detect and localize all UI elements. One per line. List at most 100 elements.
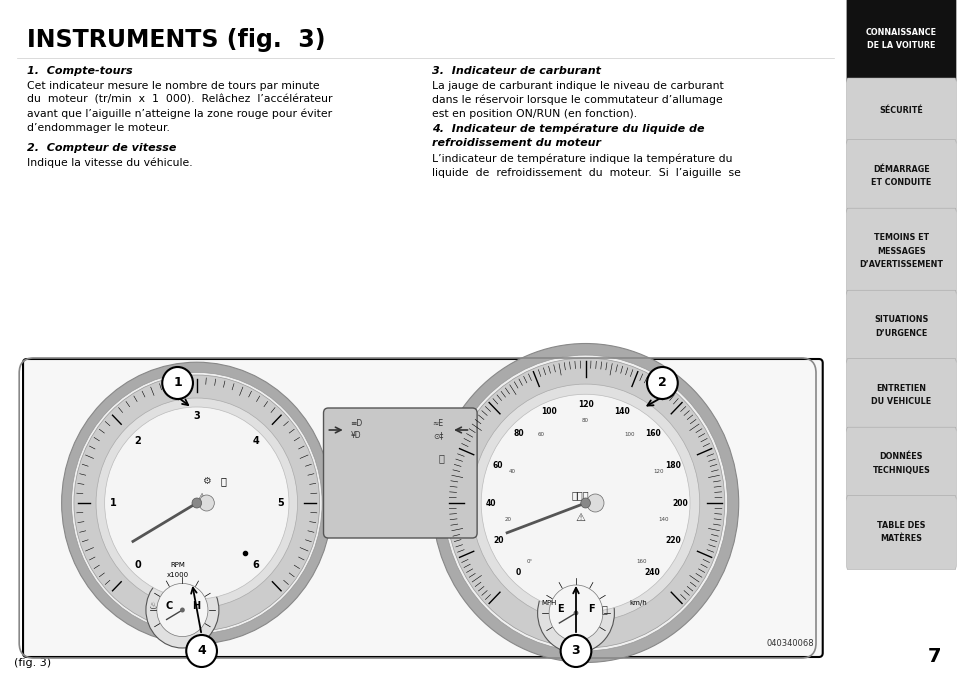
Text: TECHNIQUES: TECHNIQUES bbox=[873, 466, 930, 475]
Text: 120: 120 bbox=[654, 469, 664, 474]
Text: 100: 100 bbox=[541, 407, 557, 416]
Text: TEMOINS ET: TEMOINS ET bbox=[874, 233, 929, 242]
Circle shape bbox=[574, 610, 578, 616]
FancyBboxPatch shape bbox=[324, 408, 477, 538]
Text: 6: 6 bbox=[252, 559, 259, 570]
Text: MATÈRES: MATÈRES bbox=[880, 534, 923, 543]
FancyBboxPatch shape bbox=[847, 290, 956, 364]
Circle shape bbox=[587, 494, 604, 512]
Text: 2.  Compteur de vitesse: 2. Compteur de vitesse bbox=[27, 143, 177, 153]
Text: DÉMARRAGE: DÉMARRAGE bbox=[874, 165, 929, 174]
Text: 140: 140 bbox=[659, 517, 669, 521]
Text: TABLE DES: TABLE DES bbox=[877, 521, 925, 530]
Text: ⊙‡: ⊙‡ bbox=[433, 431, 444, 441]
Text: 160: 160 bbox=[645, 428, 660, 438]
Circle shape bbox=[105, 407, 289, 599]
Text: C: C bbox=[165, 601, 173, 611]
Text: DU VEHICULE: DU VEHICULE bbox=[872, 397, 931, 406]
Text: 040340068: 040340068 bbox=[766, 639, 814, 648]
Text: DE LA VOITURE: DE LA VOITURE bbox=[867, 41, 936, 50]
Circle shape bbox=[444, 355, 728, 651]
FancyBboxPatch shape bbox=[847, 359, 956, 433]
Text: H: H bbox=[192, 601, 200, 611]
Text: ET CONDUITE: ET CONDUITE bbox=[872, 178, 931, 187]
Text: ♨: ♨ bbox=[149, 601, 158, 611]
Text: 80: 80 bbox=[514, 428, 524, 438]
Text: 160: 160 bbox=[636, 559, 647, 564]
Circle shape bbox=[647, 367, 678, 399]
Circle shape bbox=[481, 394, 690, 612]
Text: (fig. 3): (fig. 3) bbox=[14, 658, 52, 668]
Text: ⚠: ⚠ bbox=[576, 513, 586, 523]
Circle shape bbox=[146, 572, 219, 648]
Circle shape bbox=[61, 362, 332, 644]
Circle shape bbox=[180, 607, 184, 612]
Text: 40: 40 bbox=[486, 498, 496, 508]
Circle shape bbox=[432, 344, 739, 662]
Text: SÉCURITÉ: SÉCURITÉ bbox=[879, 106, 924, 115]
Text: Ⓣ: Ⓣ bbox=[439, 453, 444, 463]
Text: 🔧: 🔧 bbox=[221, 476, 227, 486]
Text: MESSAGES: MESSAGES bbox=[877, 247, 925, 256]
Text: 20: 20 bbox=[492, 536, 503, 545]
Text: ENTRETIEN: ENTRETIEN bbox=[876, 384, 926, 393]
Text: 40: 40 bbox=[509, 469, 516, 474]
Text: D’URGENCE: D’URGENCE bbox=[876, 329, 927, 338]
Circle shape bbox=[74, 375, 320, 631]
Text: 20: 20 bbox=[504, 517, 512, 521]
Text: DONNÉES: DONNÉES bbox=[879, 452, 924, 461]
Circle shape bbox=[199, 495, 214, 511]
Circle shape bbox=[549, 585, 603, 641]
Circle shape bbox=[71, 372, 323, 633]
FancyBboxPatch shape bbox=[847, 208, 956, 296]
Text: D’AVERTISSEMENT: D’AVERTISSEMENT bbox=[859, 260, 944, 269]
Text: MPH: MPH bbox=[541, 600, 557, 606]
Text: 1: 1 bbox=[173, 376, 182, 389]
Circle shape bbox=[561, 635, 591, 667]
Circle shape bbox=[162, 367, 193, 399]
Text: 80: 80 bbox=[582, 418, 589, 423]
Text: 0°: 0° bbox=[526, 559, 533, 564]
FancyBboxPatch shape bbox=[847, 427, 956, 501]
Text: 3.  Indicateur de carburant: 3. Indicateur de carburant bbox=[432, 66, 601, 76]
FancyBboxPatch shape bbox=[847, 496, 956, 570]
FancyBboxPatch shape bbox=[847, 0, 956, 83]
Text: 120: 120 bbox=[578, 400, 593, 409]
Text: 200: 200 bbox=[672, 498, 688, 508]
Text: ≈E: ≈E bbox=[432, 418, 444, 428]
Text: x1000: x1000 bbox=[166, 572, 189, 578]
Circle shape bbox=[471, 384, 700, 622]
Circle shape bbox=[581, 498, 590, 508]
Text: 3: 3 bbox=[572, 645, 580, 658]
Circle shape bbox=[156, 583, 208, 637]
Text: 2: 2 bbox=[134, 437, 141, 446]
Text: F: F bbox=[588, 604, 594, 614]
Text: ⚠: ⚠ bbox=[197, 493, 206, 503]
Text: 140: 140 bbox=[614, 407, 630, 416]
Text: 4: 4 bbox=[252, 437, 259, 446]
FancyBboxPatch shape bbox=[847, 140, 956, 214]
Text: ≡D: ≡D bbox=[350, 418, 363, 428]
Text: Indique la vitesse du véhicule.: Indique la vitesse du véhicule. bbox=[27, 158, 193, 169]
Text: E: E bbox=[558, 604, 564, 614]
Text: SITUATIONS: SITUATIONS bbox=[875, 315, 928, 324]
Text: 220: 220 bbox=[665, 536, 681, 545]
Circle shape bbox=[192, 498, 202, 508]
Text: Cet indicateur mesure le nombre de tours par minute
du  moteur  (tr/min  x  1  0: Cet indicateur mesure le nombre de tours… bbox=[27, 81, 332, 132]
Text: refroidissement du moteur: refroidissement du moteur bbox=[432, 138, 601, 148]
FancyBboxPatch shape bbox=[847, 78, 956, 145]
Text: ⚙: ⚙ bbox=[202, 476, 211, 486]
Text: 240: 240 bbox=[645, 568, 660, 577]
Text: 7: 7 bbox=[927, 647, 941, 666]
Text: La jauge de carburant indique le niveau de carburant
dans le réservoir lorsque l: La jauge de carburant indique le niveau … bbox=[432, 81, 724, 119]
FancyBboxPatch shape bbox=[23, 359, 823, 657]
Text: 1.  Compte-tours: 1. Compte-tours bbox=[27, 66, 132, 76]
Text: 0: 0 bbox=[134, 559, 141, 570]
Circle shape bbox=[446, 358, 725, 648]
Text: CONNAISSANCE: CONNAISSANCE bbox=[866, 28, 937, 37]
Circle shape bbox=[96, 398, 298, 608]
Text: 60: 60 bbox=[492, 461, 503, 470]
Text: 3: 3 bbox=[193, 411, 201, 421]
Text: 4.  Indicateur de température du liquide de: 4. Indicateur de température du liquide … bbox=[432, 123, 705, 134]
Text: 1: 1 bbox=[109, 498, 116, 508]
